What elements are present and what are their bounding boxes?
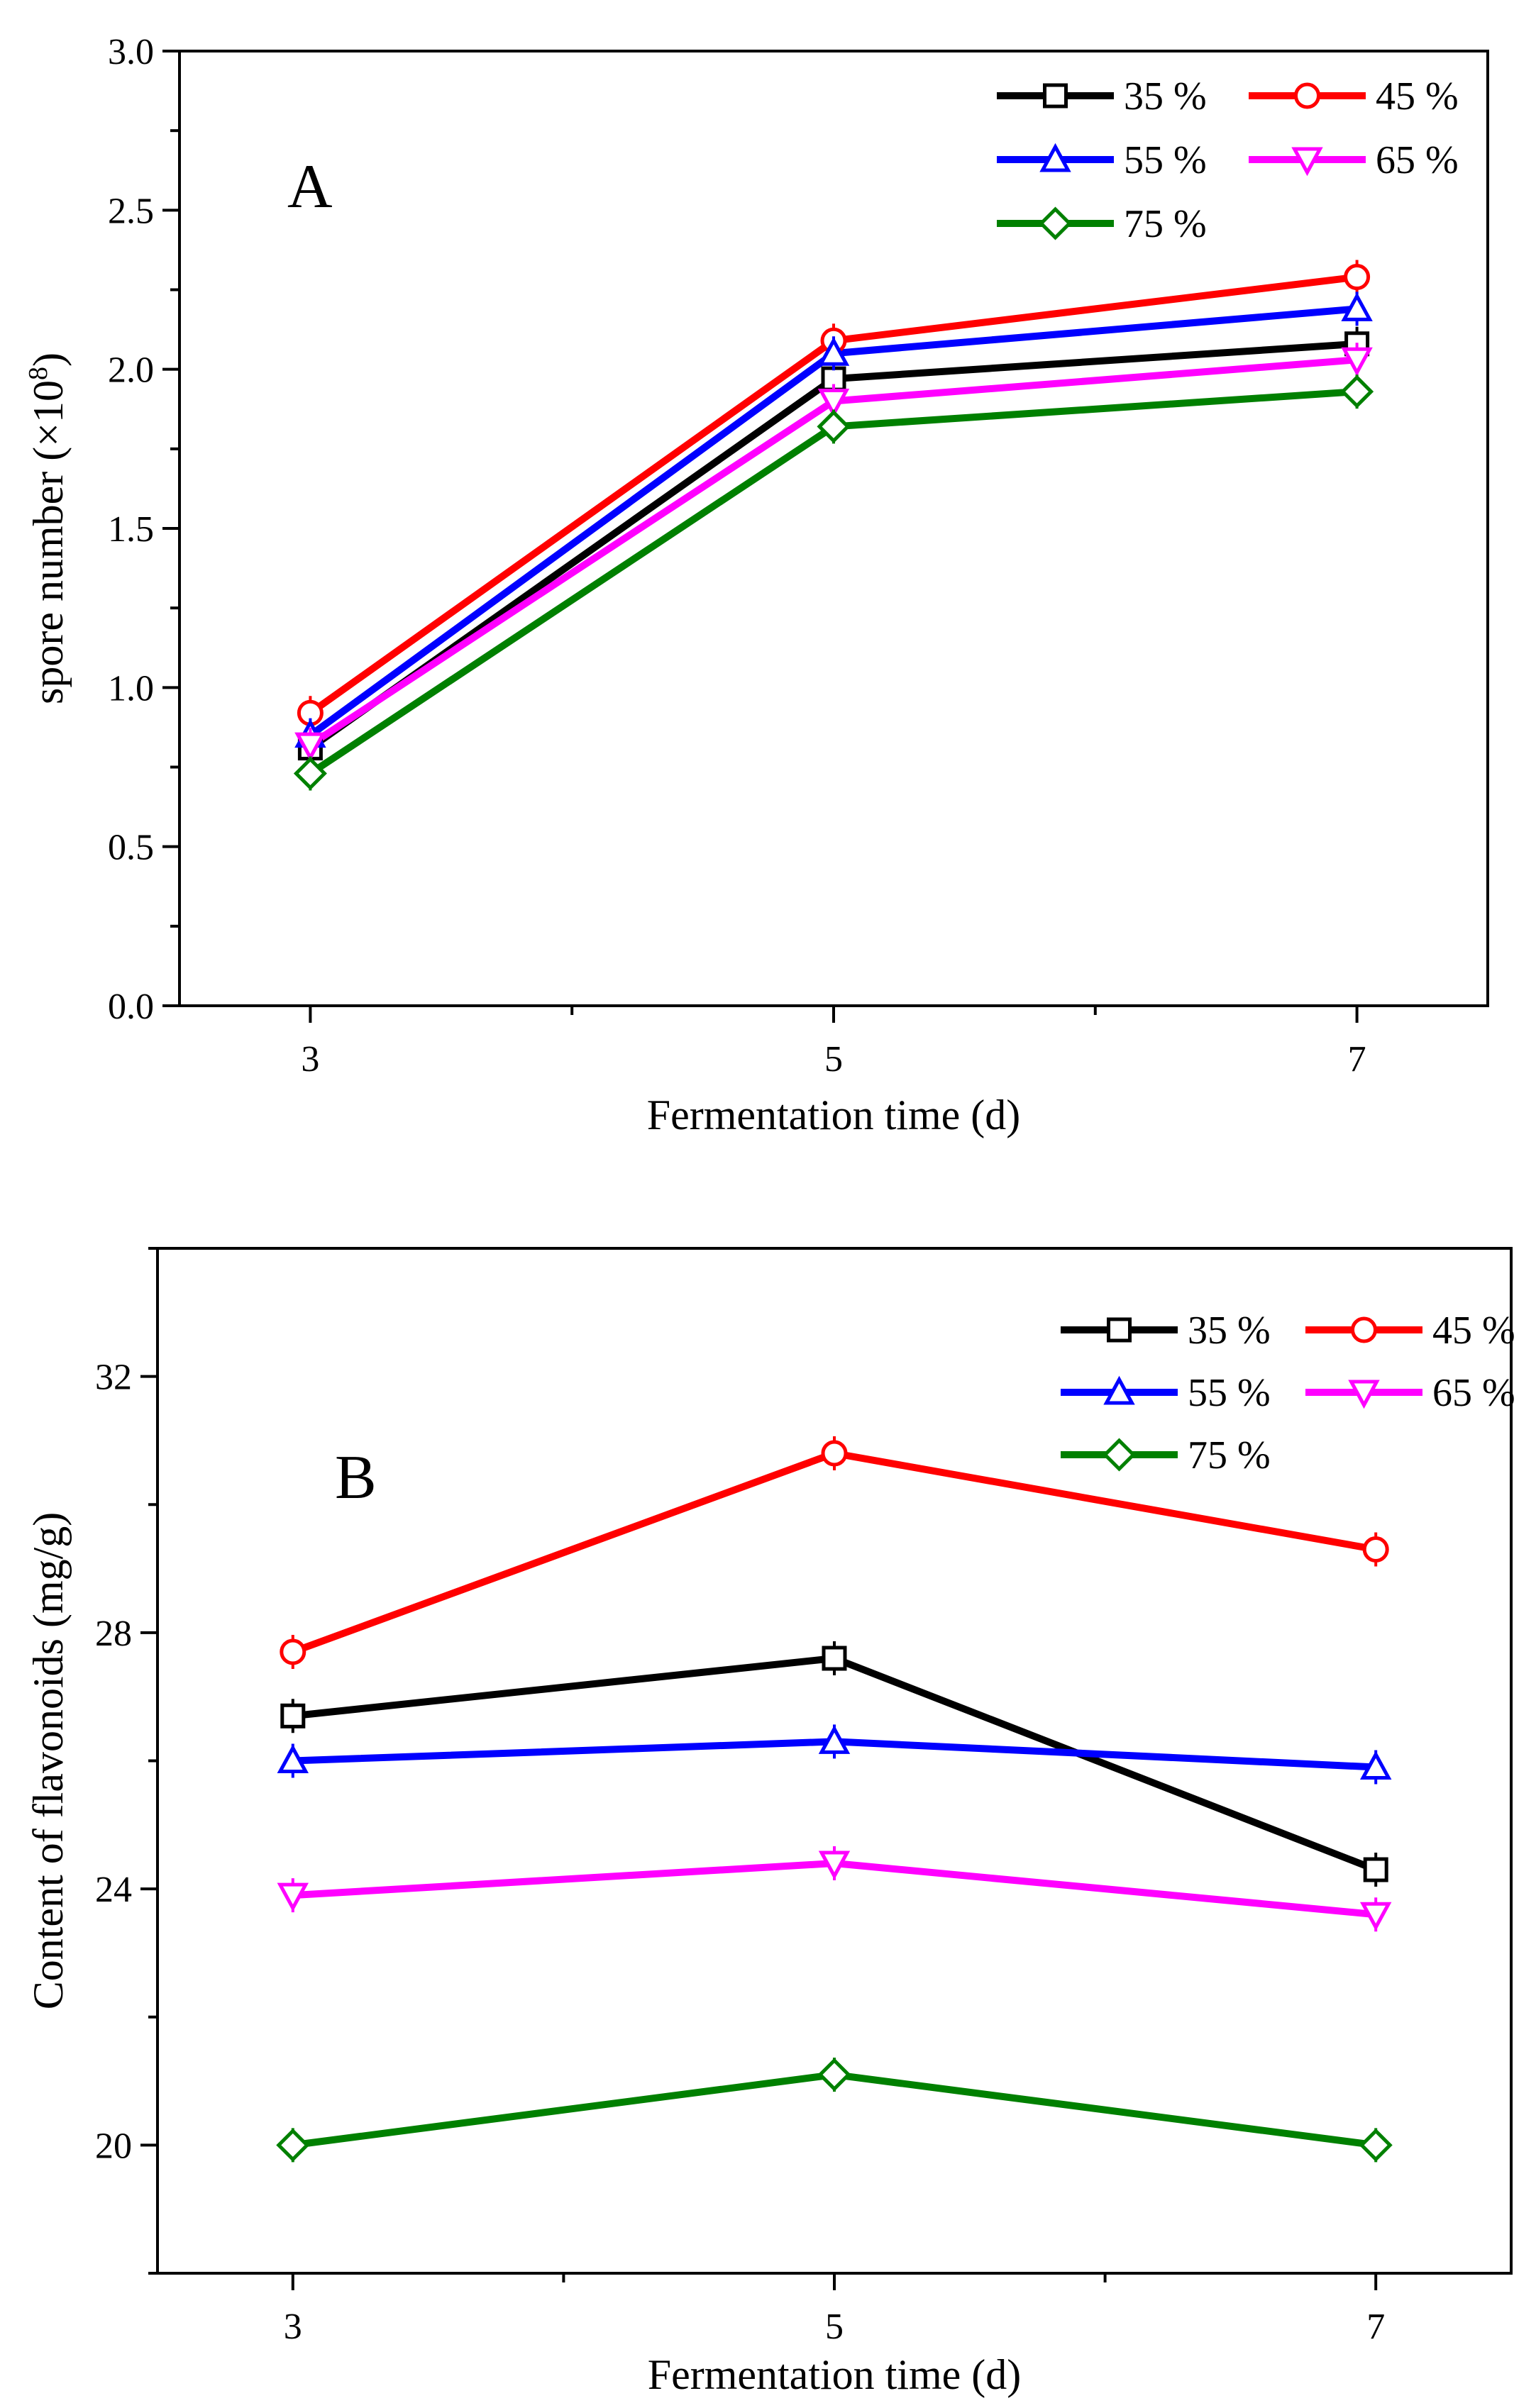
data-point-45	[821, 1440, 848, 1467]
data-point-75	[1359, 2128, 1393, 2162]
data-point-65	[818, 1851, 851, 1880]
legend-label-35: 35 %	[1188, 1309, 1271, 1353]
data-point-45	[1362, 1536, 1389, 1563]
x-tick-label: 7	[1366, 2307, 1385, 2347]
panel-label: A	[287, 152, 333, 221]
legend-marker-65	[1291, 147, 1323, 177]
series-line-45	[292, 1450, 1377, 1655]
data-point-45	[1344, 264, 1371, 291]
legend-marker-55	[1103, 1375, 1135, 1405]
plot-frame	[178, 50, 1489, 1007]
legend-label-65: 65 %	[1376, 138, 1459, 182]
y-tick-label: 24	[95, 1870, 132, 1910]
data-point-35	[822, 1646, 847, 1671]
y-tick-label: 32	[95, 1358, 132, 1398]
data-point-75	[817, 409, 851, 443]
chart-panel-b: 3 5 7 20 24 28 32 Fermentation time (d) Content …	[25, 1247, 1515, 2398]
legend-marker-45	[1351, 1316, 1377, 1343]
data-point-55	[1359, 1750, 1392, 1780]
y-tick-label: 1.5	[108, 509, 154, 550]
y-tick-label: 20	[95, 2126, 132, 2166]
x-tick-label: 5	[825, 2307, 844, 2347]
data-point-65	[1359, 1902, 1392, 1931]
series-line-35	[292, 1655, 1378, 1873]
x-tick-label: 3	[301, 1039, 319, 1080]
data-point-55	[277, 1744, 309, 1773]
legend-label-35: 35 %	[1124, 74, 1207, 118]
legend-label-55: 55 %	[1124, 138, 1207, 182]
y-tick-label: 0.5	[108, 828, 154, 868]
y-tick-label: 2.5	[108, 191, 154, 231]
legend-marker-75	[1038, 206, 1073, 240]
data-point-65	[294, 732, 326, 762]
legend-marker-55	[1039, 143, 1071, 172]
legend-label-45: 45 %	[1432, 1309, 1515, 1353]
y-axis-title: Content of flavonoids (mg/g)	[25, 1512, 72, 2010]
y-tick-label: 0.0	[108, 987, 154, 1027]
chart-panel-a: 3 5 7 0.0 0.5 1.0 1.5 2.0 2.5 3.0 Fermentation tim…	[23, 32, 1489, 1138]
data-point-75	[293, 756, 327, 791]
y-tick-label: 2.0	[108, 350, 154, 391]
panel-label: B	[335, 1443, 377, 1512]
data-point-35	[1363, 1857, 1388, 1882]
legend-label-65: 65 %	[1432, 1371, 1515, 1415]
legend-marker-35	[1043, 83, 1068, 109]
legend-label-55: 55 %	[1188, 1371, 1271, 1415]
legend-label-75: 75 %	[1188, 1433, 1271, 1477]
data-point-45	[280, 1638, 306, 1665]
data-point-35	[280, 1703, 306, 1729]
data-point-55	[817, 337, 850, 366]
data-point-75	[817, 2058, 851, 2092]
legend-label-75: 75 %	[1124, 202, 1207, 246]
x-tick-label: 3	[284, 2307, 302, 2347]
x-tick-label: 7	[1348, 1039, 1366, 1080]
legend-marker-45	[1294, 82, 1320, 109]
legend-marker-75	[1102, 1438, 1137, 1472]
data-point-55	[1341, 292, 1373, 321]
y-tick-label: 1.0	[108, 668, 154, 709]
legend-label-45: 45 %	[1376, 74, 1459, 118]
x-axis-title: Fermentation time (d)	[647, 1092, 1021, 1138]
data-point-75	[276, 2128, 310, 2162]
legend-marker-65	[1348, 1380, 1380, 1409]
data-point-75	[1340, 374, 1374, 409]
y-axis-title: spore number (×108)	[23, 353, 72, 704]
series-line-75	[308, 388, 1357, 777]
y-tick-label: 28	[95, 1614, 132, 1654]
y-tick-label: 3.0	[108, 32, 154, 72]
data-point-55	[818, 1725, 851, 1754]
x-axis-title: Fermentation time (d)	[648, 2351, 1022, 2398]
data-point-65	[1341, 347, 1373, 377]
x-tick-label: 5	[824, 1039, 843, 1080]
legend-marker-35	[1107, 1317, 1132, 1343]
data-point-65	[277, 1882, 309, 1912]
data-point-65	[817, 389, 850, 418]
